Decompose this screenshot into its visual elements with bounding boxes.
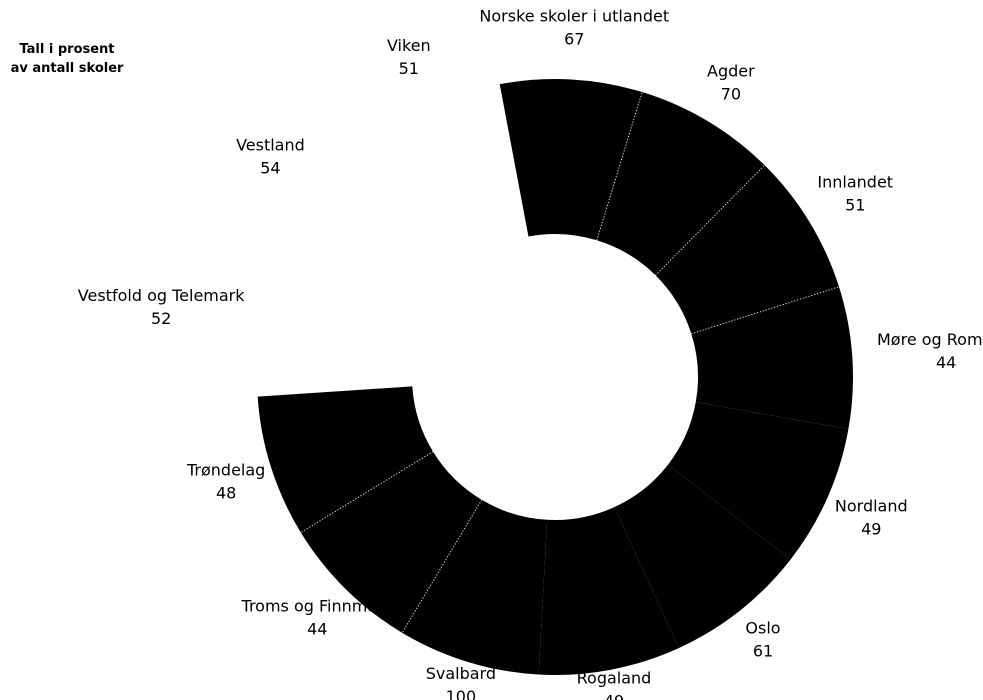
- category-label: Vestland: [236, 136, 305, 155]
- segment-more-og-romsdal: [691, 286, 854, 430]
- value-label: 70: [721, 85, 741, 104]
- segment-separator: [596, 91, 643, 241]
- category-label: Trøndelag: [186, 460, 265, 479]
- chart-labels: Agder 70 Innlandet 51 Møre og Romsdal 44 Nordl…: [78, 7, 983, 700]
- segment-separator: [300, 451, 434, 533]
- value-label: 44: [936, 353, 956, 372]
- label-rogaland: Rogaland 49: [577, 668, 652, 700]
- value-label: 51: [399, 59, 419, 78]
- label-viken: Viken 51: [387, 36, 431, 78]
- value-label: 52: [151, 309, 171, 328]
- value-label: 67: [564, 30, 584, 49]
- segment-troms-og-finnmark: [300, 451, 482, 633]
- segment-trondelag: [257, 386, 434, 533]
- category-label: Norske skoler i utlandet: [479, 7, 669, 26]
- label-nordland: Nordland 49: [835, 496, 908, 538]
- category-label: Svalbard: [426, 664, 496, 683]
- category-label: Vestfold og Telemark: [78, 286, 245, 305]
- chart-note-line-2: av antall skoler: [10, 61, 124, 76]
- segment-separator: [691, 286, 840, 335]
- category-label: Oslo: [745, 619, 780, 638]
- label-vestland: Vestland 54: [236, 136, 305, 178]
- label-more-og-romsdal: Møre og Romsdal 44: [877, 330, 983, 372]
- category-label: Møre og Romsdal: [877, 330, 983, 349]
- category-label: Nordland: [835, 496, 908, 515]
- label-troms-og-finnmark: Troms og Finnmark 44: [241, 596, 394, 638]
- label-agder: Agder 70: [707, 62, 755, 104]
- value-label: 49: [861, 519, 881, 538]
- label-vestfold-og-telemark: Vestfold og Telemark 52: [78, 286, 245, 328]
- label-norske-skoler-i-utlandet: Norske skoler i utlandet 67: [479, 7, 669, 49]
- segment-oslo: [614, 464, 791, 649]
- category-label: Agder: [707, 62, 755, 81]
- segment-svalbard: [402, 499, 548, 675]
- segment-agder: [596, 92, 765, 276]
- category-label: Rogaland: [577, 668, 652, 687]
- chart-note-line-1: Tall i prosent: [19, 42, 115, 57]
- segment-rogaland: [538, 507, 679, 675]
- segment-separator: [655, 164, 765, 276]
- label-svalbard: Svalbard 100: [426, 664, 496, 700]
- segment-separator: [401, 499, 483, 634]
- value-label: 61: [753, 642, 773, 661]
- chart-separators: [300, 91, 840, 634]
- category-label: Viken: [387, 36, 431, 55]
- label-oslo: Oslo 61: [745, 619, 780, 661]
- value-label: 49: [604, 691, 624, 700]
- value-label: 51: [845, 195, 865, 214]
- value-label: 54: [260, 159, 280, 178]
- value-label: 44: [307, 619, 327, 638]
- chart-segments: [257, 79, 854, 675]
- category-label: Innlandet: [817, 172, 893, 191]
- value-label: 48: [216, 483, 236, 502]
- label-innlandet: Innlandet 51: [817, 172, 893, 214]
- label-trondelag: Trøndelag 48: [186, 460, 265, 502]
- segment-innlandet: [655, 165, 840, 334]
- value-label: 100: [446, 687, 477, 700]
- segment-nordland: [668, 402, 849, 560]
- category-label: Troms og Finnmark: [241, 596, 394, 615]
- chart-note: Tall i prosent av antall skoler: [8, 40, 126, 78]
- segment-norske-skoler-i-utlandet: [499, 79, 643, 241]
